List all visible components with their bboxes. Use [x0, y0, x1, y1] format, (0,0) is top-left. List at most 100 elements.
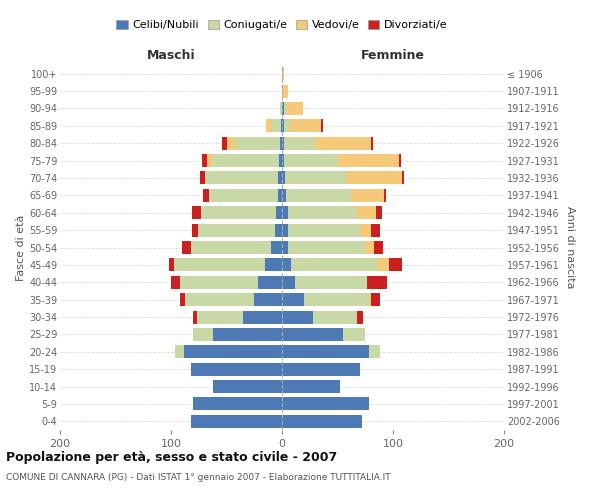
Bar	[287, 206, 356, 220]
Bar	[284, 136, 316, 149]
Bar	[398, 154, 401, 167]
Bar	[212, 154, 278, 167]
Bar	[192, 206, 201, 220]
Bar	[209, 189, 278, 202]
Text: Maschi: Maschi	[146, 48, 196, 62]
Bar	[169, 258, 175, 272]
Bar	[180, 276, 257, 289]
Bar	[254, 293, 282, 306]
Bar	[367, 276, 388, 289]
Bar	[290, 120, 321, 132]
Bar	[282, 276, 295, 289]
Bar	[206, 154, 212, 167]
Bar	[282, 154, 284, 167]
Bar	[257, 276, 282, 289]
Bar	[193, 398, 282, 410]
Bar	[371, 224, 380, 236]
Bar	[286, 102, 303, 115]
Bar	[171, 276, 180, 289]
Bar	[191, 362, 282, 376]
Bar	[389, 258, 402, 272]
Bar	[313, 310, 358, 324]
Bar	[284, 120, 290, 132]
Bar	[282, 172, 286, 184]
Bar	[205, 172, 278, 184]
Bar	[275, 224, 282, 236]
Bar	[337, 154, 398, 167]
Bar	[203, 189, 209, 202]
Bar	[222, 136, 227, 149]
Bar	[278, 154, 282, 167]
Bar	[284, 154, 337, 167]
Bar	[213, 328, 282, 341]
Bar	[351, 189, 384, 202]
Bar	[365, 241, 374, 254]
Bar	[191, 415, 282, 428]
Bar	[356, 206, 376, 220]
Bar	[280, 136, 282, 149]
Bar	[235, 136, 280, 149]
Bar	[346, 172, 402, 184]
Bar	[358, 310, 363, 324]
Bar	[200, 172, 205, 184]
Bar	[175, 258, 265, 272]
Bar	[287, 224, 360, 236]
Bar	[180, 293, 185, 306]
Bar	[202, 154, 206, 167]
Bar	[282, 224, 287, 236]
Bar	[191, 241, 271, 254]
Bar	[282, 362, 360, 376]
Bar	[291, 258, 377, 272]
Bar	[193, 328, 213, 341]
Bar	[282, 241, 287, 254]
Bar	[201, 206, 277, 220]
Bar	[193, 310, 197, 324]
Bar	[185, 293, 254, 306]
Bar	[282, 310, 313, 324]
Bar	[282, 328, 343, 341]
Bar	[266, 120, 272, 132]
Bar	[384, 189, 386, 202]
Bar	[287, 241, 365, 254]
Bar	[371, 293, 380, 306]
Bar	[282, 293, 304, 306]
Bar	[277, 206, 282, 220]
Bar	[282, 120, 284, 132]
Bar	[282, 346, 368, 358]
Bar	[282, 67, 284, 80]
Bar	[368, 293, 371, 306]
Bar	[197, 224, 275, 236]
Bar	[286, 172, 346, 184]
Bar	[227, 136, 235, 149]
Bar	[272, 120, 281, 132]
Bar	[282, 84, 287, 98]
Bar	[304, 293, 368, 306]
Bar	[265, 258, 282, 272]
Bar	[282, 398, 368, 410]
Bar	[360, 224, 371, 236]
Bar	[402, 172, 404, 184]
Y-axis label: Anni di nascita: Anni di nascita	[565, 206, 575, 289]
Bar	[282, 206, 287, 220]
Bar	[192, 224, 197, 236]
Bar	[377, 258, 389, 272]
Bar	[243, 310, 282, 324]
Bar	[316, 136, 371, 149]
Text: Femmine: Femmine	[361, 48, 425, 62]
Bar	[282, 380, 340, 393]
Bar	[281, 120, 282, 132]
Bar	[278, 172, 282, 184]
Bar	[280, 102, 282, 115]
Bar	[343, 328, 365, 341]
Text: COMUNE DI CANNARA (PG) - Dati ISTAT 1° gennaio 2007 - Elaborazione TUTTITALIA.IT: COMUNE DI CANNARA (PG) - Dati ISTAT 1° g…	[6, 472, 391, 482]
Bar	[368, 346, 380, 358]
Bar	[184, 346, 282, 358]
Bar	[286, 189, 351, 202]
Bar	[182, 241, 191, 254]
Bar	[295, 276, 367, 289]
Bar	[278, 189, 282, 202]
Bar	[175, 346, 184, 358]
Bar	[282, 415, 362, 428]
Bar	[321, 120, 323, 132]
Bar	[282, 258, 291, 272]
